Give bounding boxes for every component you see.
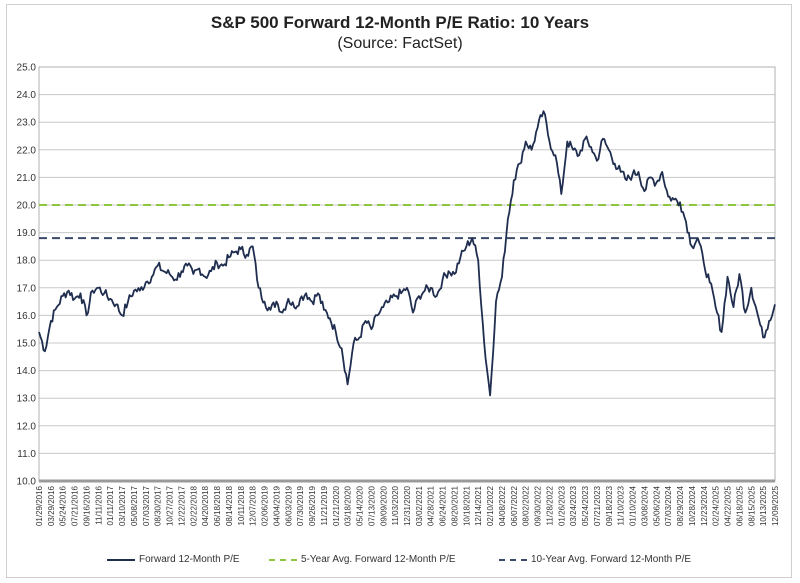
y-axis: 10.0 11.0 12.0 13.0 14.0 15.0 16.0 17.0 18.0 19.0… bbox=[17, 63, 37, 488]
legend-label-forward-pe: Forward 12-Month P/E bbox=[139, 554, 240, 565]
legend-label-10yr-avg: 10-Year Avg. Forward 12-Month P/E bbox=[531, 554, 692, 565]
x-tick-label: 10/13/2025 bbox=[759, 485, 768, 526]
x-tick-label: 03/18/2020 bbox=[344, 485, 353, 526]
x-tick-label: 07/21/2023 bbox=[593, 485, 602, 526]
legend-item-5yr-avg: 5-Year Avg. Forward 12-Month P/E bbox=[269, 554, 456, 565]
x-tick-label: 02/06/2019 bbox=[261, 485, 270, 526]
y-tick-label: 12.0 bbox=[17, 421, 37, 432]
x-tick-label: 06/03/2019 bbox=[284, 485, 293, 526]
x-tick-label: 11/21/2019 bbox=[320, 485, 329, 525]
x-tick-label: 08/14/2018 bbox=[225, 485, 234, 526]
plot-series bbox=[38, 110, 776, 397]
x-tick-label: 06/07/2022 bbox=[510, 485, 519, 526]
x-tick-label: 08/15/2025 bbox=[747, 485, 756, 526]
x-axis: 01/29/2016 03/29/2016 05/24/2016 07/21/2016… bbox=[35, 479, 780, 526]
x-tick-label: 07/03/2017 bbox=[142, 485, 151, 526]
x-tick-label: 12/22/2017 bbox=[177, 485, 186, 526]
y-tick-label: 19.0 bbox=[17, 228, 37, 239]
x-tick-label: 10/27/2017 bbox=[166, 485, 175, 526]
x-tick-label: 07/21/2016 bbox=[71, 485, 80, 526]
x-tick-label: 09/16/2016 bbox=[82, 485, 91, 526]
x-tick-label: 01/10/2024 bbox=[629, 485, 638, 526]
legend-swatch-5yr-avg bbox=[269, 558, 297, 561]
x-tick-label: 08/30/2017 bbox=[154, 485, 163, 526]
line-chart: 10.0 11.0 12.0 13.0 14.0 15.0 16.0 17.0 18.0 19.0… bbox=[17, 63, 780, 527]
y-tick-label: 14.0 bbox=[17, 366, 37, 377]
x-tick-label: 02/24/2025 bbox=[712, 485, 721, 526]
chart-subtitle: (Source: FactSet) bbox=[337, 35, 463, 52]
x-tick-label: 02/22/2018 bbox=[189, 485, 198, 526]
y-tick-label: 18.0 bbox=[17, 256, 37, 267]
y-tick-label: 23.0 bbox=[17, 118, 37, 129]
x-tick-label: 10/11/2018 bbox=[237, 485, 246, 525]
x-tick-label: 05/14/2020 bbox=[356, 485, 365, 526]
x-tick-label: 10/28/2024 bbox=[688, 485, 697, 526]
chart-title: S&P 500 Forward 12-Month P/E Ratio: 10 Y… bbox=[210, 13, 590, 32]
x-tick-label: 03/08/2024 bbox=[640, 485, 649, 526]
reference-lines bbox=[39, 204, 775, 240]
y-tick-label: 16.0 bbox=[17, 311, 37, 322]
x-tick-label: 04/04/2019 bbox=[272, 485, 281, 526]
legend-item-10yr-avg: 10-Year Avg. Forward 12-Month P/E bbox=[499, 554, 691, 565]
x-tick-label: 04/08/2022 bbox=[498, 485, 507, 526]
x-tick-label: 05/24/2023 bbox=[581, 485, 590, 526]
x-tick-label: 08/29/2024 bbox=[676, 485, 685, 526]
x-tick-label: 12/09/2025 bbox=[771, 485, 780, 526]
y-tick-label: 13.0 bbox=[17, 394, 37, 405]
y-tick-label: 25.0 bbox=[17, 63, 37, 74]
y-tick-label: 17.0 bbox=[17, 283, 37, 294]
x-tick-label: 01/11/2017 bbox=[106, 485, 115, 525]
x-tick-label: 05/08/2017 bbox=[130, 485, 139, 526]
x-tick-label: 12/14/2021 bbox=[474, 485, 483, 526]
legend-item-forward-pe: Forward 12-Month P/E bbox=[107, 554, 240, 565]
x-tick-label: 02/10/2022 bbox=[486, 485, 495, 526]
x-tick-label: 09/26/2019 bbox=[308, 485, 317, 526]
x-tick-label: 04/28/2021 bbox=[427, 485, 436, 526]
x-tick-label: 06/18/2018 bbox=[213, 485, 222, 526]
x-tick-label: 09/09/2020 bbox=[379, 485, 388, 526]
y-tick-label: 21.0 bbox=[17, 173, 37, 184]
x-tick-label: 04/22/2025 bbox=[724, 485, 733, 526]
gridlines bbox=[38, 66, 776, 482]
y-tick-label: 22.0 bbox=[17, 145, 37, 156]
x-tick-label: 05/24/2016 bbox=[59, 485, 68, 526]
legend-label-5yr-avg: 5-Year Avg. Forward 12-Month P/E bbox=[301, 554, 456, 565]
x-tick-label: 03/29/2016 bbox=[47, 485, 56, 526]
x-tick-label: 11/03/2020 bbox=[391, 485, 400, 525]
series-line-forward-pe bbox=[38, 110, 776, 397]
x-tick-label: 01/21/2020 bbox=[332, 485, 341, 526]
x-tick-label: 03/24/2023 bbox=[569, 485, 578, 526]
legend-swatch-10yr-avg bbox=[499, 558, 527, 561]
legend-swatch-forward-pe bbox=[107, 558, 135, 561]
x-tick-label: 07/30/2019 bbox=[296, 485, 305, 526]
x-tick-label: 11/10/2023 bbox=[617, 485, 626, 525]
y-tick-label: 10.0 bbox=[17, 477, 37, 488]
x-tick-label: 01/26/2023 bbox=[557, 485, 566, 526]
x-tick-label: 12/23/2024 bbox=[700, 485, 709, 526]
x-tick-label: 03/02/2021 bbox=[415, 485, 424, 526]
x-tick-label: 05/06/2024 bbox=[652, 485, 661, 526]
x-tick-label: 09/18/2023 bbox=[605, 485, 614, 526]
x-tick-label: 01/29/2016 bbox=[35, 485, 44, 526]
x-tick-label: 09/30/2022 bbox=[534, 485, 543, 526]
plot-area bbox=[38, 66, 776, 482]
x-tick-label: 10/18/2021 bbox=[462, 485, 471, 526]
x-tick-label: 12/31/2020 bbox=[403, 485, 412, 526]
y-tick-label: 15.0 bbox=[17, 339, 37, 350]
x-tick-label: 03/10/2017 bbox=[118, 485, 127, 526]
x-tick-label: 11/28/2022 bbox=[545, 485, 554, 525]
chart-frame: S&P 500 Forward 12-Month P/E Ratio: 10 Y… bbox=[6, 4, 792, 578]
x-tick-label: 11/11/2016 bbox=[94, 485, 103, 524]
y-tick-label: 20.0 bbox=[17, 201, 37, 212]
y-tick-label: 24.0 bbox=[17, 90, 37, 101]
y-tick-label: 11.0 bbox=[17, 449, 36, 460]
x-tick-label: 06/24/2021 bbox=[439, 485, 448, 526]
x-tick-label: 08/20/2021 bbox=[450, 485, 459, 526]
x-tick-label: 07/03/2024 bbox=[664, 485, 673, 526]
x-tick-label: 08/02/2022 bbox=[522, 485, 531, 526]
x-tick-label: 07/13/2020 bbox=[367, 485, 376, 526]
x-tick-label: 12/07/2018 bbox=[249, 485, 258, 526]
x-tick-label: 06/18/2025 bbox=[735, 485, 744, 526]
x-tick-label: 04/20/2018 bbox=[201, 485, 210, 526]
